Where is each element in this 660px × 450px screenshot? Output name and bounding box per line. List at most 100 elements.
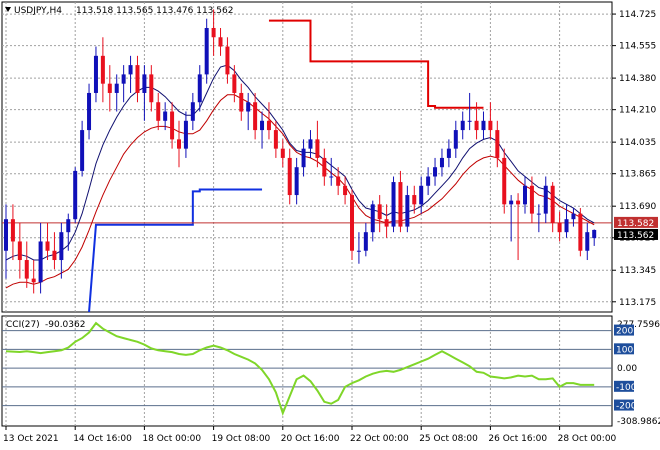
candle-body [336,176,341,186]
candle-body [253,102,258,131]
candle-body [294,167,299,196]
stop-line-blue [88,188,263,313]
candle-body [329,176,334,178]
candle-body [439,157,444,168]
cci-max-label: 277.7596 [617,320,660,330]
candle-body [474,120,479,131]
cci-title: CCI(27) [6,320,40,330]
y-tick-label: 113.690 [619,202,656,212]
cci-min-label: -308.9862 [617,417,660,427]
y-tick-label: 114.035 [619,138,656,148]
candle-body [142,74,147,93]
candle-body [564,219,569,233]
candle-body [398,182,403,227]
stop-lines [88,19,484,313]
candle-body [31,278,36,283]
candle-body [592,229,597,239]
candle-body [93,55,98,93]
cci-level-label: 100 [616,345,633,355]
candle-body [543,185,548,214]
candle-body [211,27,216,38]
stop-line-red [268,19,484,109]
candle-body [370,204,375,233]
candle-body [509,200,514,205]
main-y-axis: 114.725 114.555 114.380 114.210 114.035 113.8… [612,10,658,308]
candle-body [377,204,382,220]
triangle-down-icon[interactable] [5,7,11,12]
candles [4,9,597,294]
cci-level-label: -100 [616,383,637,393]
y-tick-label: 114.725 [619,10,656,20]
candle-body [571,213,576,220]
candle-body [190,102,195,121]
candle-body [391,182,396,227]
cci-level-box [614,324,634,336]
current-price-label: 113.562 [617,231,654,241]
y-tick-label: 114.380 [619,74,656,84]
candle-body [446,148,451,158]
candle-body [585,232,590,251]
y-tick-label: 114.210 [619,106,656,116]
candle-body [149,74,154,103]
candle-body [384,219,389,227]
candle-body [433,167,438,177]
candle-body [80,130,85,171]
x-tick-label: 19 Oct 08:00 [212,434,271,444]
candle-body [529,185,534,214]
candle-body [232,74,237,93]
candle-body [280,148,285,158]
cci-series [5,321,595,416]
candle-body [453,130,458,149]
x-tick-label: 14 Oct 16:00 [73,434,132,444]
candle-body [170,111,175,140]
candle-body [66,219,71,233]
candle-body [536,213,541,215]
candle-body [356,250,361,252]
candle-body [557,222,562,233]
level-price-box [614,216,658,228]
main-grid [2,2,612,312]
symbol-label[interactable]: USDJPY,H4 [14,6,62,16]
candle-body [73,170,78,220]
candle-body [204,27,209,75]
candle-body [578,213,583,251]
candle-body [246,102,251,112]
candle-body [156,102,161,121]
x-tick-label: 26 Oct 16:00 [488,434,547,444]
candle-body [17,241,22,261]
candle-body [322,157,327,177]
candle-body [183,120,188,149]
candle-body [45,241,50,251]
candle-body [177,139,181,149]
candle-body [266,120,271,131]
candle-body [59,232,64,261]
level-price-label: 113.582 [617,219,654,229]
candle-body [315,139,320,158]
cci-level-label: -200 [616,402,637,412]
candle-body [4,219,8,251]
candle-body [38,241,43,283]
candle-body [197,74,202,103]
candle-body [412,195,417,205]
candle-body [460,120,465,131]
candle-body [239,92,244,112]
candle-body [516,200,521,205]
candle-body [495,130,500,158]
candle-body [114,83,119,93]
cci-pane-frame [1,315,613,427]
x-tick-label: 25 Oct 08:00 [419,434,478,444]
cci-level-box [614,343,634,355]
candle-body [467,120,472,122]
candle-body [260,120,265,131]
candle-body [405,195,410,227]
candle-body [488,120,493,131]
candle-body [273,130,278,149]
candle-body [363,232,368,251]
x-tick-label: 28 Oct 00:00 [558,434,617,444]
x-tick-label: 18 Oct 00:00 [142,434,201,444]
y-tick-label: 114.555 [619,42,656,52]
candle-body [523,185,527,205]
x-axis: 13 Oct 2021 14 Oct 16:00 18 Oct 00:00 19 Oc… [3,426,617,444]
